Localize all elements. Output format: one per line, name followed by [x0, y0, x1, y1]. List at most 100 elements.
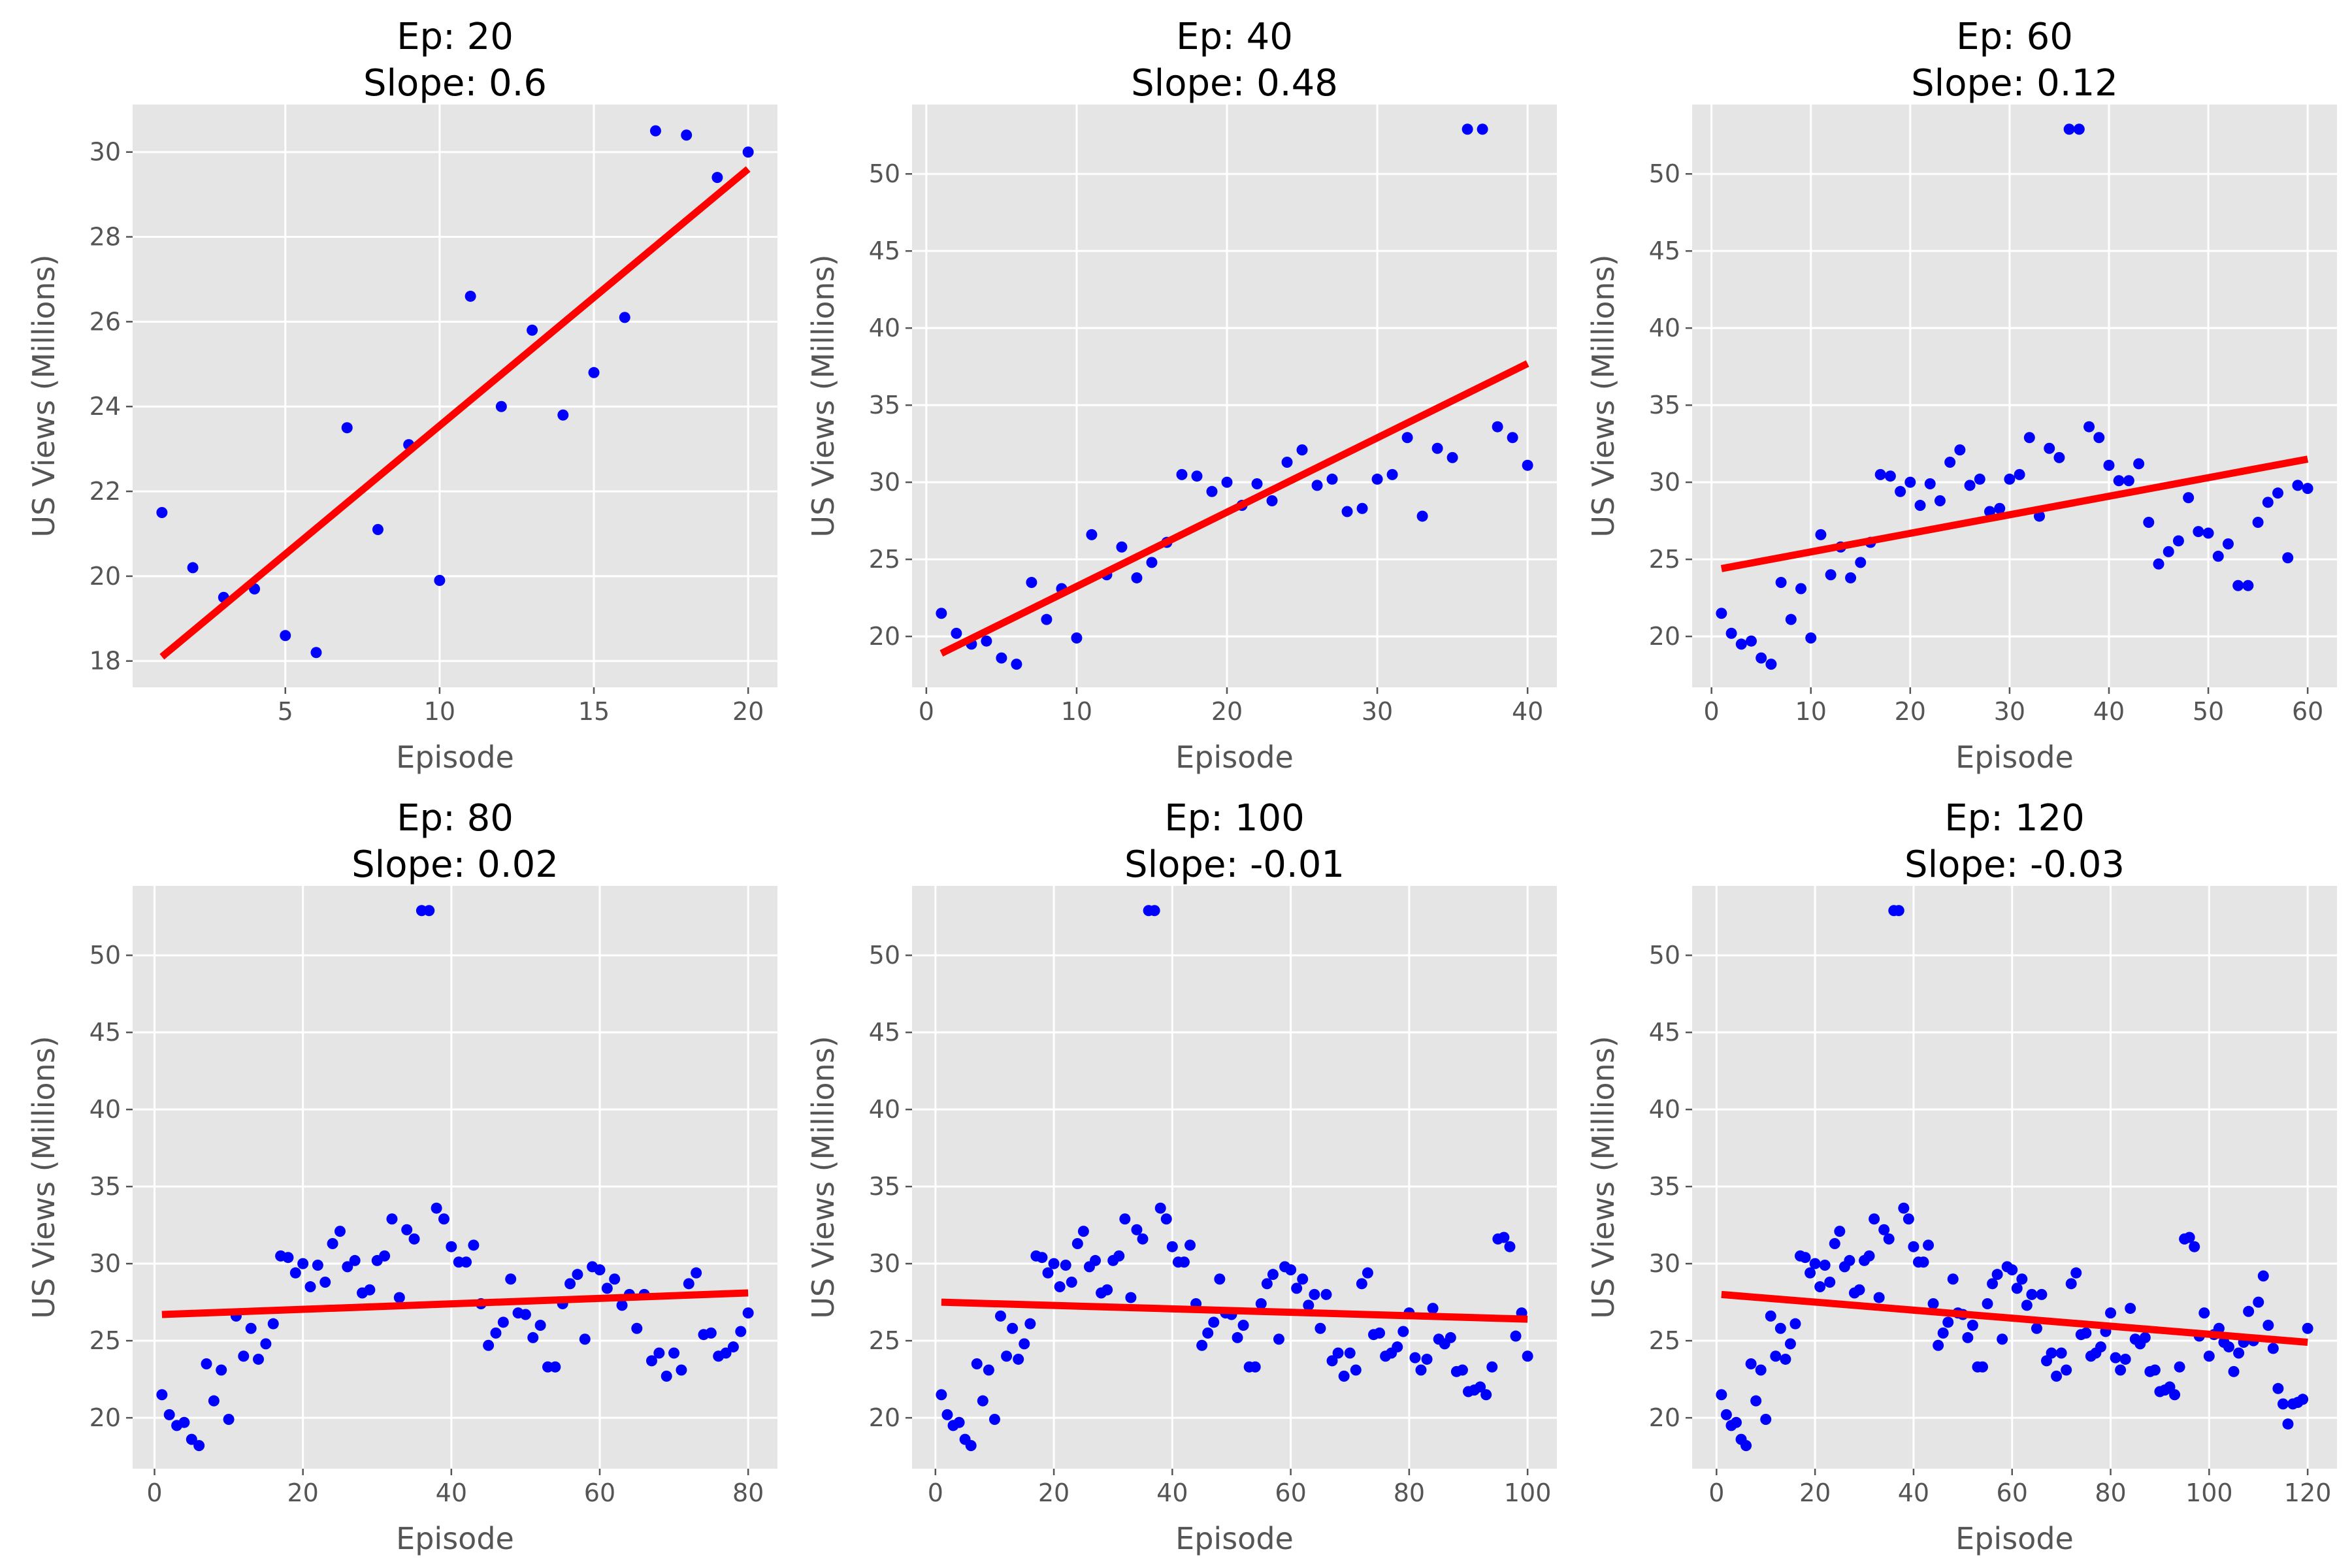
data-point: [1374, 1327, 1386, 1339]
data-point: [1001, 1350, 1013, 1362]
data-point: [401, 1224, 413, 1235]
data-point: [1914, 500, 1926, 512]
x-axis-label: Episode: [396, 1521, 514, 1556]
data-point: [1206, 485, 1218, 497]
plot-area: [912, 886, 1557, 1469]
y-axis-label: US Views (Millions): [26, 254, 61, 537]
y-tick-label: 30: [1649, 468, 1680, 497]
x-axis-label: Episode: [1175, 740, 1294, 775]
data-point: [2233, 1347, 2245, 1359]
regression-line: [939, 360, 1529, 657]
data-point: [691, 1267, 702, 1279]
data-point: [1036, 1252, 1048, 1264]
data-point: [2302, 483, 2313, 495]
data-point: [1296, 444, 1308, 456]
y-tick-label: 50: [1649, 941, 1680, 970]
data-point: [619, 312, 630, 323]
x-tick-label: 0: [919, 697, 934, 726]
y-tick-label: 26: [90, 307, 121, 336]
x-tick-label: 80: [732, 1478, 764, 1507]
data-point: [156, 1389, 168, 1401]
y-tick-label: 35: [869, 1172, 900, 1201]
data-point: [1445, 1331, 1456, 1343]
data-point: [1431, 442, 1443, 454]
y-tick-label: 50: [869, 159, 900, 188]
x-tick-label: 0: [928, 1478, 943, 1507]
data-point: [1154, 1202, 1166, 1214]
regression-line: [1720, 455, 2309, 572]
data-point: [1255, 1298, 1267, 1310]
data-point: [649, 125, 661, 137]
data-point: [1397, 1326, 1409, 1337]
chart-title-episodes: Ep: 120: [1944, 797, 2084, 840]
data-point: [1071, 1237, 1083, 1249]
data-point: [1774, 1322, 1786, 1334]
x-tick-label: 120: [2284, 1478, 2332, 1507]
data-point: [2277, 1398, 2289, 1410]
data-point: [705, 1327, 717, 1339]
data-point: [163, 1409, 175, 1420]
y-tick-label: 40: [90, 1095, 121, 1124]
data-point: [2212, 550, 2224, 562]
data-point: [2119, 1353, 2131, 1365]
data-point: [1522, 1350, 1533, 1362]
y-tick-label: 45: [869, 1018, 900, 1047]
data-point: [1745, 1358, 1757, 1370]
data-point: [588, 367, 600, 378]
y-tick-label: 24: [90, 392, 121, 421]
data-point: [1086, 529, 1098, 540]
data-point: [1522, 459, 1533, 471]
data-point: [994, 1310, 1006, 1322]
data-point: [1944, 456, 1956, 468]
data-point: [1805, 1267, 1816, 1279]
x-tick-label: 20: [1895, 697, 1926, 726]
data-point: [245, 1322, 257, 1334]
data-point: [1785, 613, 1797, 625]
data-point: [1825, 569, 1837, 581]
data-point: [2073, 123, 2085, 135]
data-point: [1362, 1267, 1373, 1279]
data-point: [1071, 632, 1083, 644]
y-tick-label: 20: [1649, 622, 1680, 651]
data-point: [1416, 510, 1428, 522]
data-point: [579, 1333, 591, 1345]
data-point: [1202, 1327, 1214, 1339]
data-point: [1320, 1288, 1332, 1300]
data-point: [505, 1273, 517, 1285]
y-tick-label: 30: [90, 1249, 121, 1278]
y-tick-label: 22: [90, 477, 121, 506]
data-point: [711, 172, 723, 184]
data-point: [2193, 526, 2204, 538]
data-point: [1041, 613, 1053, 625]
data-point: [495, 400, 507, 412]
data-point: [1893, 905, 1904, 917]
data-point: [1315, 1322, 1326, 1334]
data-point: [1119, 1213, 1131, 1225]
data-point: [742, 1307, 754, 1319]
data-point: [549, 1361, 561, 1373]
data-point: [1755, 1364, 1767, 1376]
data-point: [2051, 1370, 2063, 1382]
x-tick-label: 40: [436, 1478, 467, 1507]
data-point: [676, 1364, 687, 1376]
data-point: [364, 1284, 376, 1296]
y-tick-label: 30: [869, 1249, 900, 1278]
data-point: [1923, 1239, 1935, 1251]
x-tick-label: 100: [1504, 1478, 1552, 1507]
x-axis-label: Episode: [396, 740, 514, 775]
data-point: [1486, 1361, 1498, 1373]
data-point: [2183, 492, 2195, 504]
data-point: [2055, 1347, 2067, 1359]
data-point: [2113, 475, 2125, 487]
subplot-5: 0 20 40 60 80 100 20 25 30 35 40 45 50 Ep: 100Slope: …: [806, 797, 1557, 1556]
x-tick-label: 40: [2093, 697, 2125, 726]
data-point: [2262, 497, 2274, 508]
data-point: [1498, 1232, 1510, 1243]
data-point: [1160, 1213, 1172, 1225]
data-point: [645, 1355, 657, 1367]
data-point: [1809, 1258, 1821, 1269]
data-point: [468, 1239, 480, 1251]
data-point: [1730, 1416, 1742, 1428]
